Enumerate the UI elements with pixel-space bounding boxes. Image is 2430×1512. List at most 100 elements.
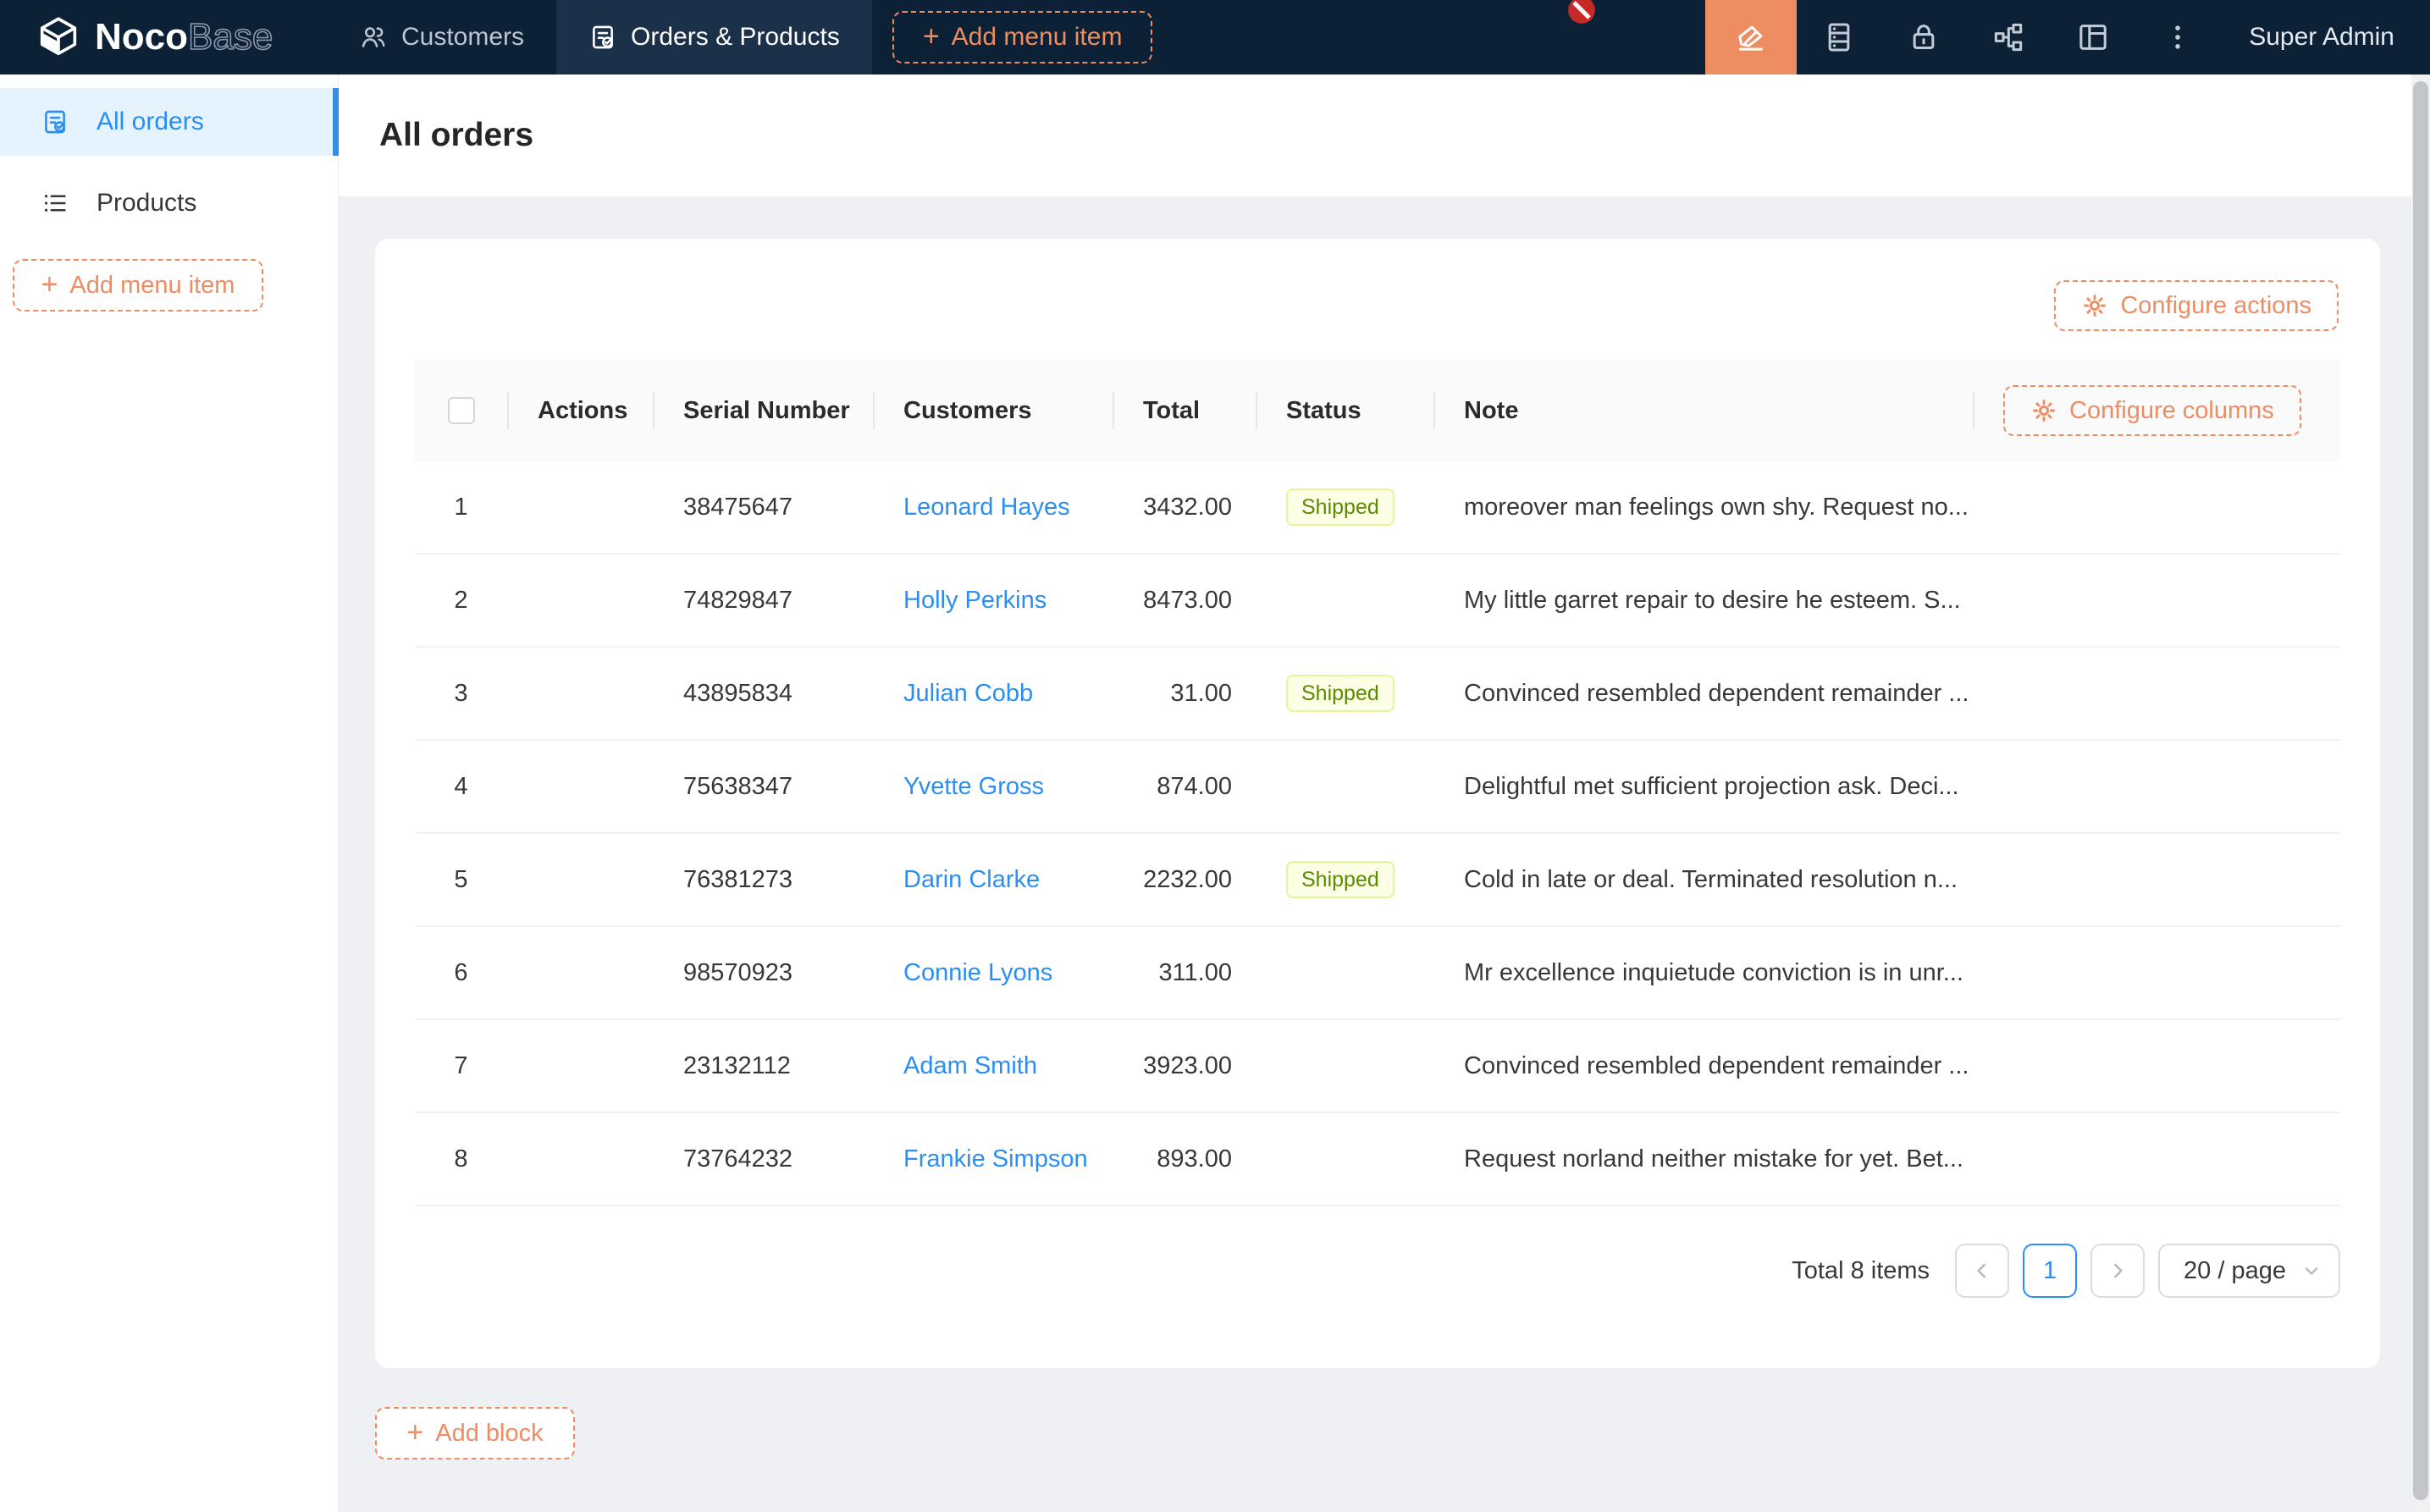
brand-logo[interactable]: NocoBase	[0, 13, 327, 62]
pagination-next-button[interactable]	[2090, 1244, 2146, 1298]
row-index: 8	[454, 1145, 468, 1173]
configure-columns-button[interactable]: Configure columns	[2003, 385, 2301, 436]
row-index: 7	[454, 1051, 468, 1079]
table-row: 4 75638347 Yvette Gross 874.00 Delightfu…	[415, 741, 2340, 834]
tab-orders-products[interactable]: Orders & Products	[556, 0, 872, 74]
chevron-down-icon	[2305, 1267, 2318, 1275]
serial-number-cell: 75638347	[683, 772, 793, 800]
plugin-manager-button[interactable]	[1966, 0, 2051, 74]
configure-actions-button[interactable]: Configure actions	[2054, 280, 2339, 331]
note-cell: Mr excellence inquietude conviction is i…	[1464, 958, 1963, 986]
row-index: 2	[454, 586, 468, 614]
tab-label: Customers	[401, 23, 525, 51]
table-row: 1 38475647 Leonard Hayes 3432.00 Shipped…	[415, 461, 2340, 555]
orders-table: Actions Serial Number Customers Total St…	[415, 360, 2340, 1206]
pagination-prev-button[interactable]	[1955, 1244, 2010, 1298]
gear-icon	[2033, 400, 2055, 422]
main-area: All orders Configure actions Actions	[339, 74, 2430, 1512]
sidebar-item-label: Products	[97, 189, 197, 217]
header-checkbox-cell	[415, 397, 507, 424]
scrollbar-thumb[interactable]	[2413, 81, 2428, 1500]
table-header-row: Actions Serial Number Customers Total St…	[415, 360, 2340, 461]
note-cell: Convinced resembled dependent remainder …	[1464, 679, 1969, 707]
access-control-button[interactable]	[1881, 0, 1966, 74]
column-header-status: Status	[1256, 397, 1433, 425]
table-body: 1 38475647 Leonard Hayes 3432.00 Shipped…	[415, 461, 2340, 1206]
highlighter-icon	[1738, 25, 1764, 51]
more-menu-button[interactable]	[2135, 0, 2220, 74]
note-cell: Request norland neither mistake for yet.…	[1464, 1145, 1963, 1173]
serial-number-cell: 38475647	[683, 493, 793, 521]
column-header-note: Note	[1433, 397, 1973, 425]
status-badge: Shipped	[1286, 861, 1394, 898]
add-block-button[interactable]: + Add block	[375, 1407, 575, 1460]
orders-table-block: Configure actions Actions Serial Number …	[375, 239, 2380, 1368]
plus-icon: +	[41, 268, 58, 301]
customer-link[interactable]: Frankie Simpson	[903, 1145, 1088, 1173]
blocked-cursor-icon	[1568, 0, 1595, 24]
table-row: 8 73764232 Frankie Simpson 893.00 Reques…	[415, 1113, 2340, 1206]
row-index: 4	[454, 772, 468, 800]
customer-cell: Connie Lyons	[873, 959, 1113, 987]
total-cell: 3923.00	[1143, 1051, 1232, 1079]
tab-customers[interactable]: Customers	[327, 0, 556, 74]
add-menu-item-button-sidebar[interactable]: + Add menu item	[13, 259, 263, 312]
row-index: 1	[454, 493, 468, 521]
topbar-actions: Super Admin	[1705, 0, 2430, 74]
sidebar: All orders Products + Add menu item	[0, 74, 339, 1512]
serial-number-cell: 73764232	[683, 1145, 793, 1173]
page-scrollbar[interactable]	[2411, 74, 2430, 1512]
customer-link[interactable]: Julian Cobb	[903, 679, 1034, 707]
total-cell: 311.00	[1158, 958, 1232, 986]
main-menu: Customers Orders & Products	[327, 0, 872, 74]
customer-link[interactable]: Darin Clarke	[903, 865, 1041, 893]
serial-number-cell: 23132112	[683, 1051, 791, 1079]
customer-link[interactable]: Holly Perkins	[903, 586, 1047, 614]
customer-cell: Frankie Simpson	[873, 1145, 1113, 1173]
column-header-customers: Customers	[873, 397, 1113, 425]
layout-icon	[2079, 25, 2107, 50]
ui-editor-button[interactable]	[1705, 0, 1798, 74]
settings-center-button[interactable]	[2051, 0, 2135, 74]
page-header: All orders	[339, 74, 2430, 196]
sidebar-item-label: All orders	[97, 108, 204, 135]
customer-link[interactable]: Adam Smith	[903, 1051, 1037, 1079]
customer-link[interactable]: Yvette Gross	[903, 772, 1045, 800]
row-index: 5	[454, 865, 468, 893]
customer-cell: Darin Clarke	[873, 866, 1113, 894]
customer-link[interactable]: Connie Lyons	[903, 958, 1053, 986]
note-cell: Convinced resembled dependent remainder …	[1464, 1051, 1969, 1079]
customer-cell: Leonard Hayes	[873, 494, 1113, 521]
note-cell: My little garret repair to desire he est…	[1464, 586, 1961, 614]
note-cell: Cold in late or deal. Terminated resolut…	[1464, 865, 1958, 893]
pagination-total: Total 8 items	[1792, 1256, 1930, 1284]
more-icon	[2175, 25, 2181, 49]
add-menu-item-button-top[interactable]: + Add menu item	[892, 11, 1153, 63]
column-header-total: Total	[1113, 397, 1256, 425]
database-icon	[1828, 23, 1850, 52]
table-row: 7 23132112 Adam Smith 3923.00 Convinced …	[415, 1020, 2340, 1113]
status-badge: Shipped	[1286, 488, 1394, 526]
plus-icon: +	[406, 1415, 424, 1449]
table-toolbar: Configure actions	[375, 239, 2380, 331]
table-row: 5 76381273 Darin Clarke 2232.00 Shipped …	[415, 834, 2340, 927]
table-row: 3 43895834 Julian Cobb 31.00 Shipped Con…	[415, 648, 2340, 741]
pagination: Total 8 items 1 20 / page	[415, 1244, 2340, 1298]
serial-number-cell: 98570923	[683, 958, 793, 986]
customer-link[interactable]: Leonard Hayes	[903, 493, 1070, 521]
page-size-select[interactable]: 20 / page	[2158, 1244, 2340, 1298]
pagination-page-1-button[interactable]: 1	[2023, 1244, 2078, 1298]
brand-name: NocoBase	[95, 16, 273, 58]
select-all-checkbox[interactable]	[447, 397, 475, 424]
user-menu[interactable]: Super Admin	[2249, 23, 2394, 51]
header-filler-cell: Configure columns	[1973, 385, 2350, 436]
customer-cell: Yvette Gross	[873, 773, 1113, 801]
customer-cell: Julian Cobb	[873, 680, 1113, 708]
total-cell: 31.00	[1170, 679, 1232, 707]
column-header-actions: Actions	[507, 397, 653, 425]
sidebar-item-products[interactable]: Products	[0, 169, 338, 237]
sidebar-item-all-orders[interactable]: All orders	[0, 88, 339, 156]
chevron-right-icon	[2114, 1263, 2123, 1278]
data-sources-button[interactable]	[1797, 0, 1881, 74]
total-cell: 2232.00	[1143, 865, 1232, 893]
